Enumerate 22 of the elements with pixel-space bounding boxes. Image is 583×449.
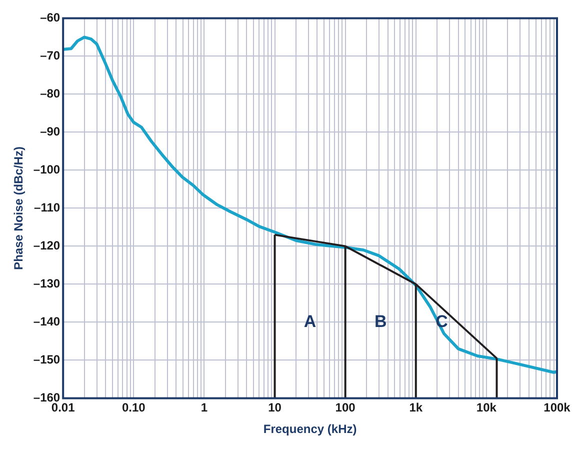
x-tick-label: 100k: [544, 400, 571, 415]
annotation: B: [374, 312, 387, 331]
y-tick-label: –100: [33, 162, 60, 177]
annotation: A: [304, 312, 316, 331]
y-tick-label: –80: [40, 86, 60, 101]
x-tick-label: 10k: [476, 400, 497, 415]
y-tick-label: –120: [33, 238, 60, 253]
y-tick-label: –90: [40, 124, 60, 139]
y-tick-label: –60: [40, 10, 60, 25]
y-tick-label: –150: [33, 352, 60, 367]
x-tick-label: 100: [335, 400, 356, 415]
x-tick-label: 10: [268, 400, 282, 415]
y-tick-label: –110: [34, 200, 60, 215]
x-axis-title: Frequency (kHz): [263, 422, 357, 436]
y-tick-label: –140: [33, 314, 60, 329]
x-tick-label: 0.01: [51, 400, 76, 415]
y-tick-label: –70: [40, 48, 60, 63]
y-axis-title: Phase Noise (dBc/Hz): [12, 146, 26, 270]
x-tick-label: 1k: [409, 400, 423, 415]
y-tick-label: –130: [33, 276, 60, 291]
x-tick-label: 0.10: [122, 400, 146, 415]
x-tick-label: 1: [200, 400, 208, 415]
